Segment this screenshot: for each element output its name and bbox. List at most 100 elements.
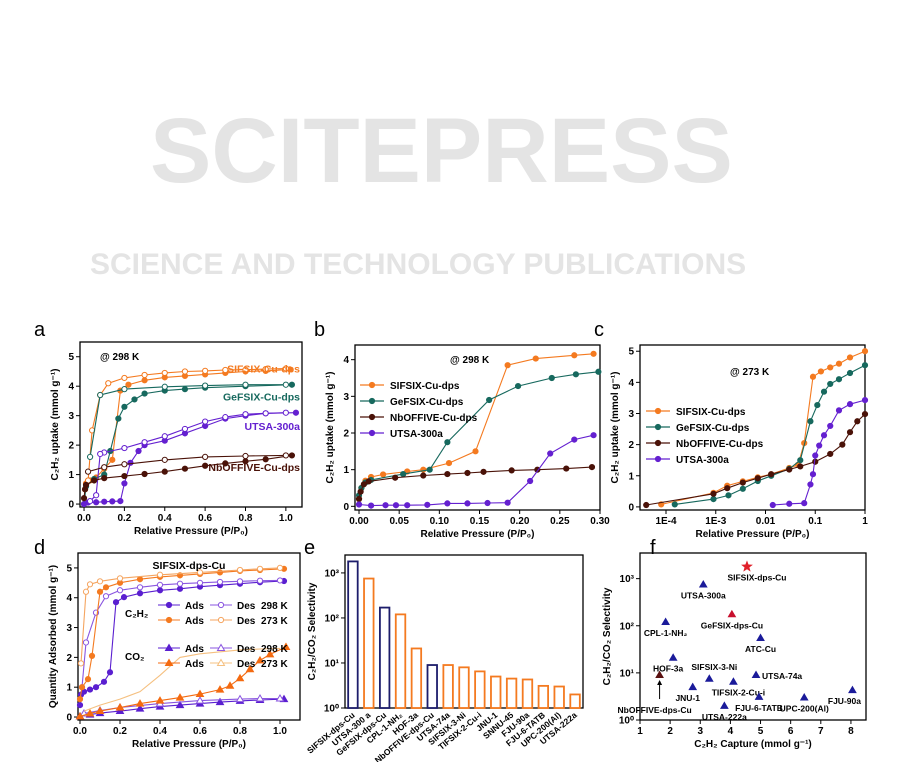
data-point <box>812 452 819 459</box>
data-point <box>161 383 168 390</box>
data-point <box>175 700 185 709</box>
data-point <box>76 696 84 703</box>
legend-des-label: Des <box>237 659 256 670</box>
x-tick-label: 2 <box>667 726 673 737</box>
data-point <box>141 371 148 379</box>
data-point <box>161 369 168 377</box>
series-utsa-300a <box>769 397 869 509</box>
point-label: HOF-3a <box>653 664 684 674</box>
scatter-point <box>799 693 809 701</box>
legend-marker <box>654 439 662 447</box>
y-tick-label: 5 <box>628 347 634 358</box>
bar <box>474 670 486 709</box>
data-point <box>136 584 144 591</box>
series-utsa-300a-des <box>86 409 289 505</box>
scatter-point <box>688 682 698 691</box>
x-tick-label: 3 <box>697 726 703 737</box>
panel-letter: c <box>594 319 604 341</box>
panel-c-chart: c 1E-4 1E-3 0.01 0.1 1 0 1 2 3 4 5 Relative Pressure… <box>594 319 869 540</box>
data-point <box>486 396 493 404</box>
x-tick-label: 0.8 <box>239 513 253 524</box>
bar <box>442 664 454 709</box>
data-point <box>400 470 407 478</box>
data-point <box>514 382 522 390</box>
data-point <box>769 501 776 509</box>
data-point <box>355 495 363 503</box>
data-point <box>360 481 367 488</box>
temperature-label: @ 298 K <box>100 352 140 363</box>
data-point <box>563 465 570 472</box>
y-tick-label: 0 <box>343 502 349 513</box>
x-tick-label: 0.01 <box>756 516 776 527</box>
x-tick-label: 5 <box>758 726 764 737</box>
data-point <box>109 456 116 463</box>
data-point <box>245 664 255 673</box>
data-point <box>590 432 597 439</box>
data-point <box>420 472 427 479</box>
data-point <box>91 477 98 484</box>
y-tick-label: 10² <box>620 621 635 632</box>
data-point <box>292 409 300 416</box>
scatter-point <box>741 560 753 572</box>
data-point <box>827 422 834 430</box>
scatter-point <box>655 670 664 679</box>
x-tick-label: 0.15 <box>470 516 490 527</box>
series-nboffive-cu-dps <box>643 411 869 509</box>
legend-temp-label: 298 K <box>261 601 288 612</box>
point-label: FJU-90a <box>828 696 861 706</box>
data-point <box>86 453 94 461</box>
point-label: SIFSIX-dps-Cu <box>727 573 786 583</box>
point-label: SIFSIX-3-Ni <box>691 662 737 672</box>
data-point <box>85 708 95 717</box>
data-point <box>464 500 471 507</box>
data-point <box>571 352 578 359</box>
data-point <box>141 377 148 384</box>
legend-des-label: Des <box>237 644 256 655</box>
data-point <box>222 366 229 374</box>
legend-temp-label: 273 K <box>261 616 288 627</box>
y-tick-label: 3 <box>66 623 72 634</box>
panel-letter: b <box>314 319 325 341</box>
legend-des-label: Des <box>237 601 256 612</box>
data-point <box>725 492 732 499</box>
legend-marker <box>368 429 376 437</box>
data-point <box>88 652 96 659</box>
data-point <box>426 466 433 473</box>
legend-marker <box>217 601 225 609</box>
data-point <box>136 576 144 583</box>
x-tick-label: 0.25 <box>550 516 570 527</box>
legend-marker <box>368 397 376 405</box>
y-tick-label: 1 <box>628 471 634 482</box>
y-tick-label: 0 <box>68 500 74 511</box>
data-point <box>288 381 296 388</box>
series-gefsix-cu-dps <box>671 362 869 508</box>
data-point <box>76 701 84 709</box>
data-point <box>801 500 808 507</box>
data-point <box>120 594 128 601</box>
data-point <box>100 678 108 685</box>
data-point <box>445 459 453 467</box>
data-point <box>827 380 834 388</box>
data-point <box>265 649 275 658</box>
data-point <box>175 693 185 701</box>
data-point <box>282 365 289 372</box>
data-point <box>444 500 451 507</box>
y-tick-label: 3 <box>628 409 634 420</box>
data-point <box>861 397 869 404</box>
data-point <box>861 411 869 418</box>
x-tick-label: 1 <box>862 516 868 527</box>
series-c2h2-des-273-k <box>77 564 284 667</box>
data-point <box>95 706 105 715</box>
series-line <box>772 399 866 506</box>
data-point <box>588 464 596 471</box>
data-point <box>835 407 843 414</box>
data-point <box>480 468 487 475</box>
data-point <box>256 565 264 572</box>
data-point <box>786 500 793 507</box>
legend-marker <box>654 423 662 431</box>
point-label: UTSA-222a <box>702 712 747 722</box>
data-point <box>484 499 491 507</box>
series-annotation: UTSA-300a <box>245 421 301 433</box>
legend-marker <box>164 658 174 666</box>
data-point <box>161 456 168 463</box>
